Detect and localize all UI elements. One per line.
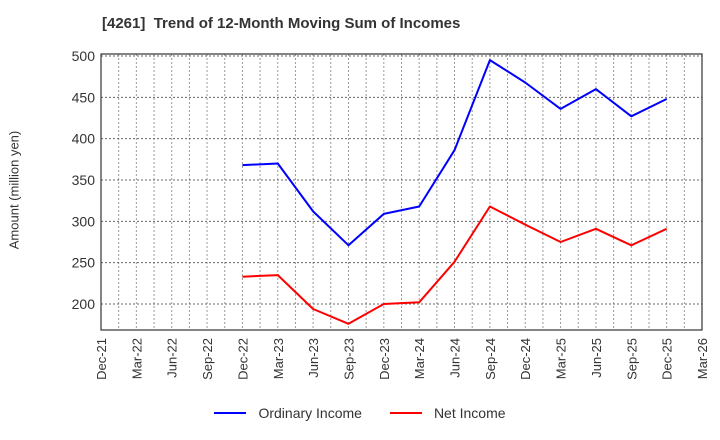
y-tick-label: 200 (72, 296, 96, 312)
x-tick-label: Dec-23 (377, 338, 392, 380)
x-tick-label: Jun-25 (589, 338, 604, 378)
y-tick-label: 300 (72, 213, 96, 229)
x-tick-label: Dec-22 (235, 338, 250, 380)
legend-label: Net Income (433, 405, 506, 421)
y-tick-label: 250 (72, 255, 96, 271)
legend-item-net-income: Net Income (389, 405, 506, 421)
x-tick-label: Mar-24 (412, 338, 427, 379)
x-tick-label: Sep-24 (483, 338, 498, 380)
ordinary-income-line (242, 59, 668, 247)
ordinary-income-swatch-icon (214, 412, 247, 414)
net-income-swatch-icon (389, 412, 422, 414)
x-tick-label: Mar-22 (129, 338, 144, 379)
x-tick-label: Jun-23 (306, 338, 321, 378)
x-tick-label: Dec-25 (660, 338, 675, 380)
x-tick-label: Sep-25 (624, 338, 639, 380)
net-income-line (242, 205, 668, 325)
x-tick-label: Jun-22 (165, 338, 180, 378)
y-tick-label: 350 (72, 172, 96, 188)
legend: Ordinary Income Net Income (0, 405, 720, 421)
plot-frame (100, 53, 703, 331)
x-tick-label: Mar-25 (554, 338, 569, 379)
x-tick-label: Sep-23 (341, 338, 356, 380)
x-tick-label: Mar-23 (271, 338, 286, 379)
x-tick-label: Jun-24 (448, 338, 463, 378)
y-tick-label: 500 (72, 48, 96, 64)
x-tick-label: Mar-26 (695, 338, 710, 379)
y-tick-label: 450 (72, 89, 96, 105)
x-tick-label: Dec-21 (94, 338, 109, 380)
x-tick-label: Sep-22 (200, 338, 215, 380)
legend-item-ordinary-income: Ordinary Income (214, 405, 362, 421)
y-tick-label: 400 (72, 131, 96, 147)
x-tick-label: Dec-24 (518, 338, 533, 380)
legend-label: Ordinary Income (258, 405, 362, 421)
chart-title: [4261] Trend of 12-Month Moving Sum of I… (102, 15, 461, 32)
